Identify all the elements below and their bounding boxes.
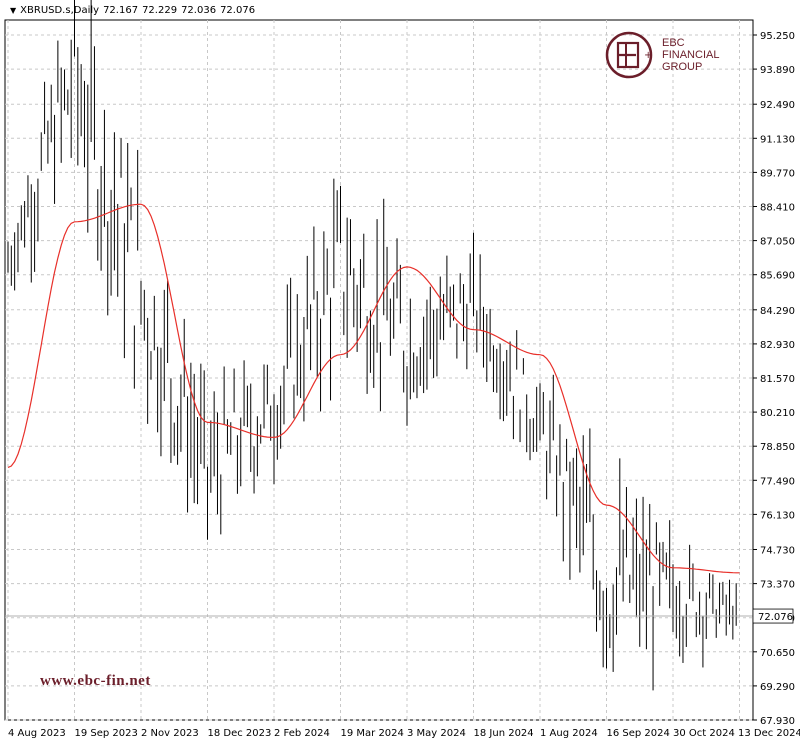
- logo-line-1: EBC: [662, 37, 685, 49]
- current-price-label: 72.076: [758, 612, 793, 623]
- x-tick-label: 19 Sep 2023: [75, 728, 138, 739]
- logo-line-2: FINANCIAL: [662, 49, 720, 61]
- x-tick-label: 1 Aug 2024: [540, 728, 598, 739]
- y-tick-label: 76.130: [760, 510, 795, 521]
- x-tick-label: 4 Aug 2023: [8, 728, 66, 739]
- y-tick-label: 84.290: [760, 306, 795, 317]
- y-tick-label: 69.290: [760, 682, 795, 693]
- low-value: 72.036: [181, 5, 217, 16]
- y-tick-label: 91.130: [760, 134, 795, 145]
- close-value: 72.076: [220, 5, 256, 16]
- high-value: 72.229: [142, 5, 178, 16]
- chevron-down-icon[interactable]: ▼: [10, 6, 17, 15]
- grid-lines: [5, 20, 757, 721]
- symbol-label: XBRUSD.s,Daily: [20, 5, 100, 16]
- y-tick-label: 95.250: [760, 31, 795, 42]
- x-tick-label: 18 Jun 2024: [474, 728, 534, 739]
- y-tick-label: 81.570: [760, 374, 795, 385]
- chart-header: ▼ XBRUSD.s,Daily 72.167 72.229 72.036 72…: [10, 5, 255, 16]
- ebc-logo-icon: +: [605, 31, 652, 79]
- x-tick-label: 16 Sep 2024: [607, 728, 670, 739]
- svg-text:+: +: [644, 50, 652, 61]
- y-tick-label: 77.490: [760, 476, 795, 487]
- y-tick-label: 73.370: [760, 580, 795, 591]
- y-tick-label: 93.890: [760, 65, 795, 76]
- logo-line-3: GROUP: [662, 61, 703, 73]
- y-tick-label: 85.690: [760, 271, 795, 282]
- logo-text: EBC FINANCIAL GROUP: [662, 37, 719, 73]
- y-tick-label: 87.050: [760, 237, 795, 248]
- y-tick-label: 67.930: [760, 716, 795, 727]
- x-tick-label: 2 Feb 2024: [274, 728, 330, 739]
- y-tick-label: 74.730: [760, 546, 795, 557]
- moving-average-line: [7, 203, 740, 574]
- x-tick-label: 3 May 2024: [407, 728, 466, 739]
- plot-border: [4, 19, 754, 721]
- open-value: 72.167: [103, 5, 139, 16]
- y-tick-label: 78.850: [760, 442, 795, 453]
- y-tick-label: 82.930: [760, 340, 795, 351]
- y-tick-label: 92.490: [760, 100, 795, 111]
- x-tick-label: 30 Oct 2024: [673, 728, 735, 739]
- y-tick-label: 88.410: [760, 203, 795, 214]
- x-tick-label: 19 Mar 2024: [341, 728, 404, 739]
- x-tick-label: 2 Nov 2023: [141, 728, 199, 739]
- ebc-logo: + EBC FINANCIAL GROUP: [604, 30, 719, 80]
- ohlc-bars: [7, 0, 737, 691]
- current-price-tag: 72.076: [752, 608, 794, 624]
- website-watermark: www.ebc-fin.net: [40, 673, 151, 689]
- x-tick-label: 13 Dec 2024: [738, 728, 800, 739]
- y-tick-label: 80.210: [760, 408, 795, 419]
- x-tick-label: 18 Dec 2023: [208, 728, 272, 739]
- y-tick-label: 70.650: [760, 648, 795, 659]
- x-axis-labels: 4 Aug 2023 19 Sep 2023 2 Nov 2023 18 Dec 20…: [8, 728, 800, 739]
- y-tick-label: 89.770: [760, 168, 795, 179]
